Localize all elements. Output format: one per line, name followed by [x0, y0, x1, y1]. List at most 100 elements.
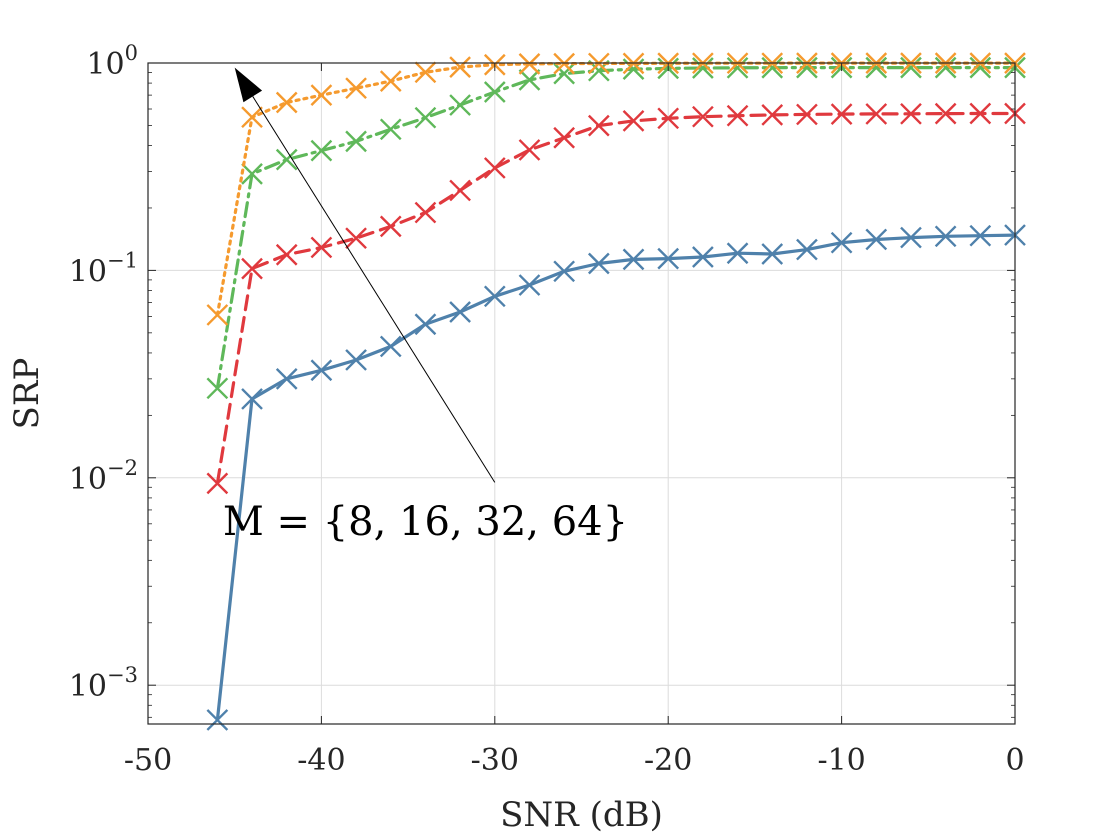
- x-tick-label: -40: [297, 743, 345, 778]
- data-point-marker: [518, 53, 541, 75]
- data-point-marker: [414, 61, 437, 84]
- data-point-marker: [657, 247, 680, 270]
- y-tick-label: 10−1: [69, 248, 138, 289]
- series-line: [215, 61, 1017, 317]
- data-point-marker: [310, 236, 333, 259]
- data-point-marker: [587, 114, 610, 137]
- data-point-marker: [241, 163, 263, 185]
- data-point-marker: [483, 81, 506, 103]
- annotation: M = {8, 16, 32, 64}: [223, 67, 628, 545]
- data-point-marker: [796, 103, 818, 126]
- data-point-marker: [449, 56, 471, 78]
- data-point-marker: [414, 313, 437, 336]
- data-point-marker: [934, 56, 957, 79]
- series-m-4: [206, 52, 1026, 326]
- data-point-marker: [969, 102, 992, 125]
- data-point-marker: [865, 56, 888, 79]
- data-point-marker: [449, 301, 471, 323]
- y-axis-ticks: 10−3 10−2 10−1 100: [69, 41, 1015, 718]
- data-point-marker: [483, 157, 506, 179]
- data-point-marker: [900, 102, 922, 125]
- data-point-marker: [796, 238, 818, 261]
- data-point-marker: [310, 84, 333, 106]
- series-layer: [206, 52, 1026, 731]
- data-point-marker: [553, 62, 576, 85]
- data-point-marker: [553, 126, 576, 149]
- data-point-marker: [692, 57, 714, 79]
- x-tick-label: -50: [124, 743, 172, 778]
- x-tick-label: -30: [471, 743, 519, 778]
- data-point-marker: [483, 285, 506, 308]
- x-axis-ticks: -50 -40 -30 -20 -10 0: [124, 63, 1025, 778]
- data-point-marker: [241, 257, 263, 280]
- data-point-marker: [830, 103, 853, 125]
- x-tick-label: 0: [1005, 743, 1024, 778]
- data-point-marker: [969, 224, 992, 247]
- data-point-marker: [206, 377, 229, 400]
- y-tick-label: 100: [86, 41, 138, 82]
- data-point-marker: [692, 105, 714, 128]
- series-line: [215, 233, 1017, 722]
- series-line: [215, 111, 1017, 485]
- data-point-marker: [830, 231, 853, 254]
- data-point-marker: [657, 107, 680, 130]
- data-point-marker: [726, 242, 749, 265]
- data-point-marker: [934, 225, 957, 248]
- series-line: [215, 65, 1017, 390]
- data-point-marker: [518, 274, 541, 296]
- data-point-marker: [345, 349, 367, 371]
- data-point-marker: [206, 304, 229, 326]
- data-point-marker: [865, 103, 888, 125]
- data-point-marker: [622, 248, 645, 271]
- data-point-marker: [206, 472, 229, 495]
- data-point-marker: [622, 110, 645, 132]
- annotation-arrow-head: [234, 67, 263, 103]
- series-m-1: [206, 224, 1026, 731]
- data-point-marker: [206, 709, 229, 731]
- data-point-marker: [241, 388, 263, 410]
- data-point-marker: [518, 139, 541, 161]
- data-point-marker: [726, 104, 749, 127]
- data-point-marker: [241, 106, 263, 129]
- x-tick-label: -20: [644, 743, 692, 778]
- data-point-marker: [900, 56, 922, 79]
- data-point-marker: [761, 56, 784, 79]
- y-tick-label: 10−2: [69, 456, 138, 497]
- y-axis-label: SRP: [7, 358, 47, 430]
- data-point-marker: [345, 227, 367, 250]
- data-point-marker: [553, 52, 576, 75]
- data-point-marker: [379, 70, 402, 92]
- data-point-marker: [692, 246, 714, 268]
- data-point-marker: [553, 260, 576, 283]
- x-tick-label: -10: [817, 743, 865, 778]
- data-point-marker: [587, 252, 610, 275]
- annotation-arrow-line: [252, 96, 496, 483]
- data-point-marker: [310, 139, 333, 162]
- data-point-marker: [275, 367, 298, 390]
- data-point-marker: [275, 91, 298, 114]
- data-point-marker: [969, 56, 992, 79]
- series-m-2: [206, 102, 1026, 495]
- data-point-marker: [796, 56, 818, 79]
- data-point-marker: [865, 228, 888, 251]
- y-tick-label: 10−3: [69, 663, 138, 704]
- annotation-label: M = {8, 16, 32, 64}: [223, 499, 628, 545]
- data-point-marker: [275, 243, 298, 266]
- data-point-marker: [379, 215, 402, 238]
- data-point-marker: [449, 94, 471, 116]
- data-point-marker: [345, 77, 367, 100]
- data-point-marker: [414, 201, 437, 224]
- data-point-marker: [761, 243, 784, 265]
- data-point-marker: [934, 102, 957, 125]
- data-point-marker: [275, 148, 298, 171]
- x-axis-label: SNR (dB): [500, 795, 663, 835]
- data-point-marker: [379, 118, 402, 141]
- data-point-marker: [449, 179, 471, 202]
- data-point-marker: [726, 56, 749, 79]
- data-point-marker: [310, 359, 333, 382]
- data-point-marker: [518, 69, 541, 91]
- data-point-marker: [900, 226, 922, 249]
- data-point-marker: [345, 130, 367, 153]
- plot-frame: [147, 62, 1016, 725]
